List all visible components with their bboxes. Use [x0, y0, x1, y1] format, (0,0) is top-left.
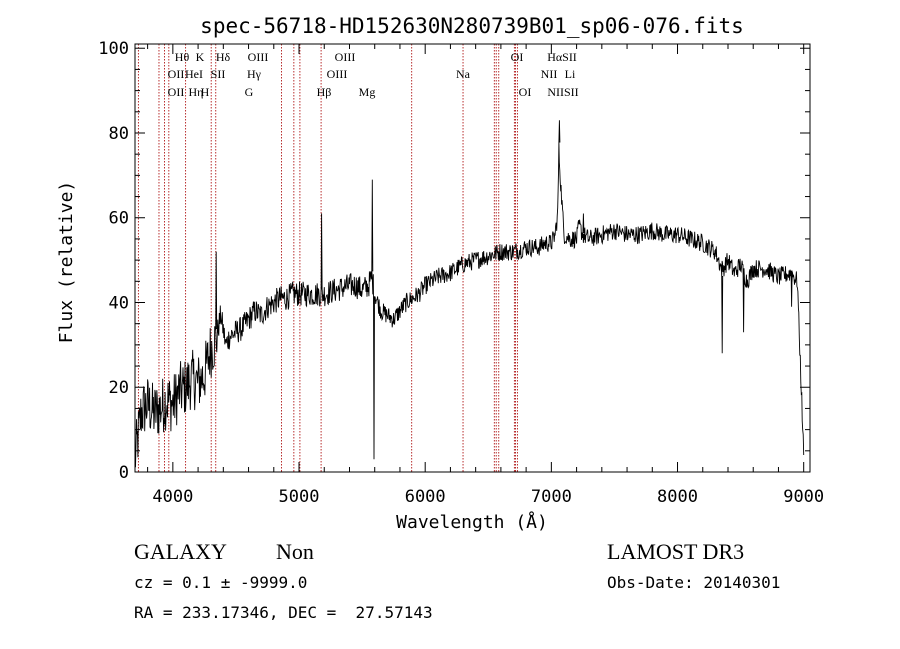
spectral-line-label: H — [201, 85, 210, 99]
spectral-line-label: G — [245, 85, 254, 99]
ra-dec-readout: RA = 233.17346, DEC = 27.57143 — [134, 603, 433, 622]
spectral-line-label: OIII — [327, 67, 348, 81]
object-class: GALAXY — [134, 539, 227, 564]
spectral-line-label: NIISII — [547, 85, 578, 99]
spectral-line-label: OII — [168, 85, 185, 99]
spectral-line-label: OIII — [335, 50, 356, 64]
spectral-line-label: HeI — [185, 67, 203, 81]
spectral-line-markers — [137, 44, 518, 472]
spectral-line-label: NII — [541, 67, 558, 81]
spectral-line-label: OI — [519, 85, 532, 99]
x-tick-label: 7000 — [531, 487, 572, 507]
spectral-line-label: Hη — [189, 85, 204, 99]
y-axis-label: Flux (relative) — [56, 181, 77, 344]
y-tick-label: 0 — [119, 463, 129, 483]
object-subclass: Non — [276, 539, 314, 564]
x-tick-label: 6000 — [405, 487, 446, 507]
x-tick-label: 4000 — [152, 487, 193, 507]
spectral-line-label: Mg — [359, 85, 376, 99]
spectral-line-label: OI — [511, 50, 524, 64]
spectral-line-label: Hβ — [317, 85, 332, 99]
spectral-line-label: Hγ — [247, 67, 262, 81]
y-tick-label: 80 — [109, 124, 129, 144]
obs-date: Obs-Date: 20140301 — [607, 573, 781, 592]
x-tick-label: 9000 — [783, 487, 824, 507]
plot-frame — [134, 43, 811, 473]
spectral-line-labels: Hθ K Hδ OIII OIII OI HαSII OII HeI SII Hγ OIII Na NII… — [168, 50, 579, 99]
spectral-line-label: SII — [211, 67, 226, 81]
spectral-line-label: HαSII — [547, 50, 577, 64]
axes: 4000 5000 6000 7000 8000 9000 0 20 40 60 80 100 — [98, 39, 824, 507]
survey-name: LAMOST DR3 — [607, 539, 745, 564]
spectral-line-label: Hδ — [216, 50, 231, 64]
y-tick-label: 60 — [109, 209, 129, 229]
spectral-line-label: Li — [565, 67, 576, 81]
spectral-line-label: OIII — [248, 50, 269, 64]
y-tick-label: 20 — [109, 378, 129, 398]
y-tick-label: 100 — [98, 39, 129, 59]
x-axis-label: Wavelength (Å) — [396, 511, 548, 533]
spectral-line-label: Hθ — [175, 50, 190, 64]
x-tick-label: 8000 — [657, 487, 698, 507]
y-tick-label: 40 — [109, 293, 129, 313]
spectral-line-label: OII — [168, 67, 185, 81]
spectrum-line — [134, 120, 805, 468]
x-tick-label: 5000 — [279, 487, 320, 507]
chart-title: spec-56718-HD152630N280739B01_sp06-076.f… — [200, 14, 744, 38]
spectral-line-label: Na — [456, 67, 471, 81]
spectral-line-label: K — [196, 50, 205, 64]
spectrum-series — [134, 120, 805, 468]
redshift-readout: cz = 0.1 ± -9999.0 — [134, 573, 308, 592]
